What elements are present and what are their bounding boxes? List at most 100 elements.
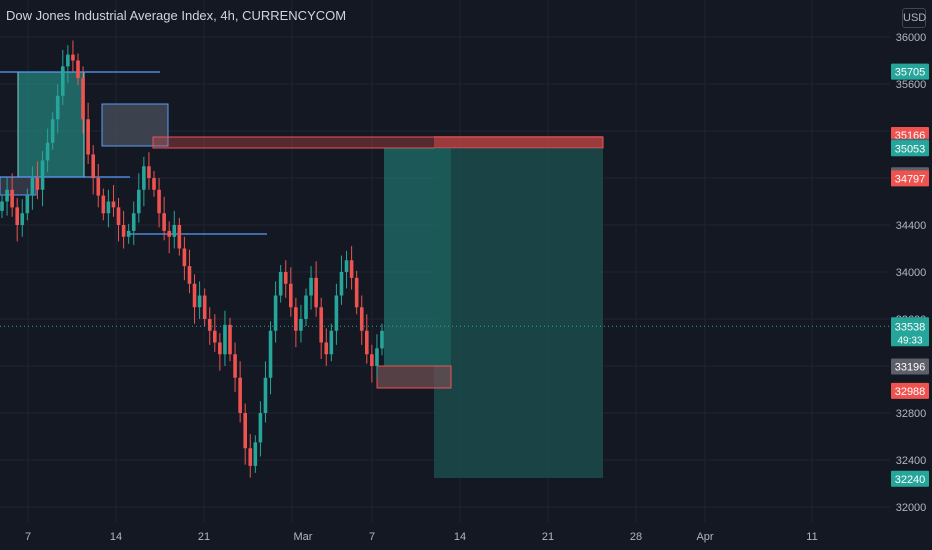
candle-body: [81, 78, 85, 120]
y-tick-label: 36000: [896, 32, 927, 44]
candle-body: [162, 213, 166, 231]
candle-body: [324, 342, 329, 355]
candle-body: [167, 230, 171, 237]
candle-body: [359, 307, 364, 331]
candle-body: [172, 225, 177, 237]
candle-body: [25, 195, 30, 214]
y-tick-label: 32400: [896, 455, 927, 467]
candle-body: [192, 283, 197, 308]
candle-body: [197, 295, 202, 308]
candle-body: [314, 277, 318, 308]
y-tick-label: 34000: [896, 267, 927, 279]
candle-body: [268, 330, 273, 378]
candle-body: [283, 272, 288, 284]
candle-body: [228, 324, 232, 355]
candle-body: [202, 295, 207, 319]
stop-zone-2: [434, 136, 603, 148]
x-tick-label: 14: [110, 531, 122, 543]
candle-body: [187, 266, 192, 284]
candle-body: [61, 66, 65, 96]
candle-body: [126, 230, 131, 237]
price-label-bg: [891, 170, 929, 187]
target-zone-2: [434, 148, 603, 478]
price-label-bg: [891, 382, 929, 399]
price-label: 35705: [895, 67, 926, 79]
candle-body: [370, 354, 374, 366]
current-price-value: 33538: [895, 321, 926, 333]
chart-title: Dow Jones Industrial Average Index, 4h, …: [6, 8, 347, 23]
candle-body: [71, 54, 75, 61]
price-label-bg: [891, 358, 929, 375]
y-tick-label: 32000: [896, 502, 927, 514]
x-tick-label: 11: [806, 531, 817, 543]
candle-body: [223, 324, 227, 355]
candle-body: [66, 54, 70, 67]
price-label: 33196: [895, 361, 926, 373]
candle-body: [50, 119, 55, 143]
stop-zone: [152, 136, 604, 149]
candle-body: [91, 154, 95, 178]
candle-body: [329, 330, 334, 355]
candle-body: [152, 178, 156, 190]
candle-body: [213, 330, 217, 343]
candle-body: [15, 207, 19, 225]
candle-body: [207, 319, 212, 331]
candle-body: [365, 330, 369, 355]
candle-body: [20, 213, 25, 225]
candle-body: [278, 272, 283, 296]
price-label: 34797: [895, 173, 926, 185]
candle-body: [147, 166, 151, 178]
x-tick-label: 14: [454, 531, 466, 543]
candle-body: [101, 195, 106, 214]
candle-body: [263, 377, 268, 413]
zone-box-2: [101, 103, 169, 147]
candle-body: [304, 295, 308, 319]
candle-body: [96, 178, 101, 196]
candle-body: [142, 166, 146, 190]
x-tick-label: 21: [198, 531, 210, 543]
candle-body: [253, 442, 258, 466]
x-tick-label: Mar: [294, 531, 313, 543]
candle-body: [0, 201, 4, 211]
candle-body: [111, 201, 116, 208]
x-tick-label: 21: [542, 531, 554, 543]
candle-body: [35, 178, 40, 190]
candle-body: [218, 342, 222, 355]
x-tick-label: 7: [369, 531, 375, 543]
candle-body: [273, 295, 278, 331]
candle-body: [116, 207, 121, 225]
x-tick-label: 7: [25, 531, 31, 543]
candle-body: [349, 260, 354, 278]
candle-body: [344, 260, 349, 272]
candle-body: [182, 248, 187, 267]
candle-body: [339, 272, 344, 296]
candle-body: [243, 413, 247, 449]
candle-body: [233, 354, 237, 378]
candle-body: [121, 225, 126, 237]
candle-body: [40, 160, 45, 190]
entry-zone: [376, 365, 452, 389]
y-tick-label: 34400: [896, 220, 927, 232]
candle-body: [354, 277, 359, 308]
candle-body: [380, 330, 384, 349]
price-label-bg: [891, 63, 929, 80]
currency-badge[interactable]: USD: [902, 8, 926, 28]
candle-body: [334, 295, 339, 331]
candle-body: [177, 225, 182, 249]
y-tick-label: 35600: [896, 79, 927, 91]
candle-body: [294, 307, 298, 331]
candle-body: [131, 213, 136, 231]
candle-body: [299, 319, 303, 331]
candle-body: [30, 178, 35, 196]
candle-body: [375, 348, 379, 366]
candle-body: [86, 119, 90, 155]
candle-body: [106, 201, 111, 214]
price-label-bg: [891, 470, 929, 487]
price-label: 32988: [895, 386, 926, 398]
candle-body: [319, 307, 323, 343]
price-label: 32240: [895, 474, 926, 486]
candle-body: [137, 189, 141, 214]
candle-body: [258, 413, 263, 443]
price-label: 35053: [895, 143, 926, 155]
